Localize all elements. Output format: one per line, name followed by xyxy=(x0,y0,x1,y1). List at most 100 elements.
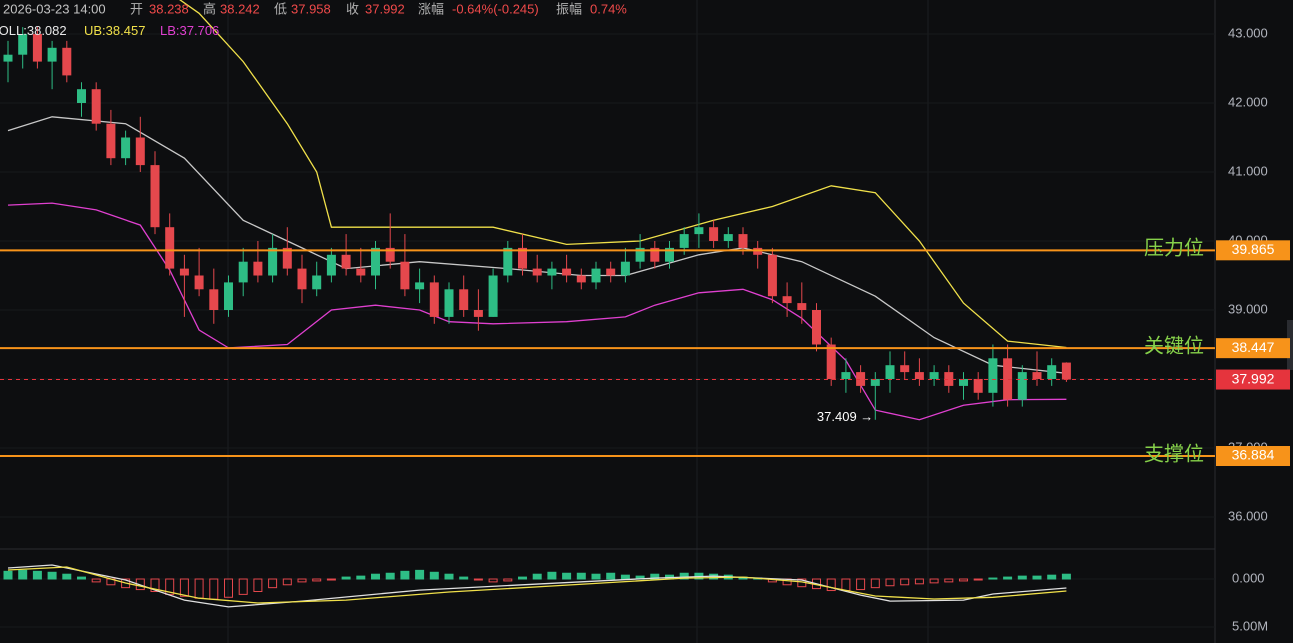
macd-bar xyxy=(959,578,968,582)
macd-bar xyxy=(944,578,954,583)
candle-body xyxy=(503,247,513,276)
indicator: UB:38.457 xyxy=(84,23,145,38)
candle-body xyxy=(1032,372,1042,379)
macd-bar xyxy=(620,574,630,580)
candle-body xyxy=(356,268,366,276)
candle-body xyxy=(547,268,557,276)
macd-bar xyxy=(1047,574,1057,580)
macd-bar xyxy=(650,573,660,580)
macd-bar xyxy=(224,578,233,598)
candle-body xyxy=(694,227,704,235)
candle-body xyxy=(885,365,895,379)
macd-bar xyxy=(400,570,410,580)
candle-body xyxy=(959,379,968,386)
macd-bar xyxy=(77,576,86,580)
macd-bar xyxy=(547,571,557,580)
candle-body xyxy=(723,234,733,241)
candle-body xyxy=(826,344,836,379)
macd-bar xyxy=(885,578,895,587)
macd-bar xyxy=(973,578,983,581)
candle-body xyxy=(121,137,131,159)
candle-body xyxy=(944,372,954,386)
candle-body xyxy=(150,165,160,228)
header-value: 38.242 xyxy=(220,1,260,16)
macd-bar xyxy=(179,578,189,597)
candle-body xyxy=(1047,365,1057,379)
candle-body xyxy=(591,268,601,283)
header-time: 2026-03-23 14:00 xyxy=(3,1,106,16)
candle-body xyxy=(429,282,439,317)
candle-body xyxy=(385,247,395,262)
candle-body xyxy=(620,261,630,276)
macd-bar xyxy=(253,578,263,592)
candle-body xyxy=(650,247,660,262)
macd-bar xyxy=(488,578,498,583)
macd-bar xyxy=(326,578,336,581)
candle-body xyxy=(253,261,263,276)
level-name: 关键位 xyxy=(1144,334,1204,357)
candle-body xyxy=(341,254,351,269)
candle-body xyxy=(518,247,527,269)
indicator-line xyxy=(7,202,1067,421)
low-annotation: 37.409 → xyxy=(817,409,873,424)
header-label: 高 xyxy=(203,1,216,16)
indicator-line xyxy=(7,566,1067,604)
candle-body xyxy=(738,234,748,248)
macd-bar xyxy=(371,573,380,580)
macd-bar xyxy=(312,578,322,582)
candle-body xyxy=(606,268,616,276)
last-price-tag xyxy=(1216,369,1290,390)
macd-bar xyxy=(679,572,689,580)
macd-bar xyxy=(518,576,527,580)
macd-bar xyxy=(165,578,175,595)
macd-bar xyxy=(914,578,924,585)
candle-body xyxy=(1061,362,1071,380)
candle-body xyxy=(135,137,145,166)
header-value: 0.74% xyxy=(590,1,627,16)
indicator-label: LB: xyxy=(160,23,180,38)
macd-bar xyxy=(1003,576,1013,580)
candle-body xyxy=(900,365,910,373)
indicator: LB:37.706 xyxy=(160,23,219,38)
candle-body xyxy=(91,89,101,124)
candle-body xyxy=(47,47,57,62)
macd-bar xyxy=(415,569,425,580)
candle-body xyxy=(224,282,233,310)
macd-bar xyxy=(1061,573,1071,580)
macd-bar xyxy=(429,571,439,580)
candle-body xyxy=(562,268,572,276)
candle-body xyxy=(709,227,719,241)
candle-body xyxy=(767,254,777,297)
candle-body xyxy=(326,254,336,276)
header-value: -0.64%(-0.245) xyxy=(452,1,539,16)
candle-body xyxy=(473,310,483,317)
candle-body xyxy=(238,261,248,283)
candle-body xyxy=(812,310,821,345)
candle-body xyxy=(179,268,189,276)
indicator-value: 37.706 xyxy=(180,23,220,38)
y-tick-label: 36.000 xyxy=(1228,508,1268,523)
y-tick-label: 42.000 xyxy=(1228,94,1268,109)
candle-body xyxy=(870,379,880,386)
candle-body xyxy=(268,247,278,276)
candle-body xyxy=(3,54,13,62)
candle-body xyxy=(635,247,645,262)
macd-bar xyxy=(503,578,513,582)
candle-body xyxy=(282,247,292,269)
candle-body xyxy=(62,47,72,76)
level-name: 压力位 xyxy=(1144,237,1204,260)
macd-bar xyxy=(297,578,307,583)
macd-bar xyxy=(3,570,13,580)
macd-bar xyxy=(282,578,292,586)
candle-body xyxy=(165,227,175,269)
macd-bar xyxy=(341,576,351,580)
macd-bar xyxy=(91,578,101,583)
y-tick-label: 0.000 xyxy=(1232,570,1265,585)
level-value: 38.447 xyxy=(1232,339,1275,355)
level-name: 支撑位 xyxy=(1144,442,1204,465)
macd-bar xyxy=(385,572,395,580)
indicator-label: UB: xyxy=(84,23,106,38)
candle-body xyxy=(841,372,851,379)
